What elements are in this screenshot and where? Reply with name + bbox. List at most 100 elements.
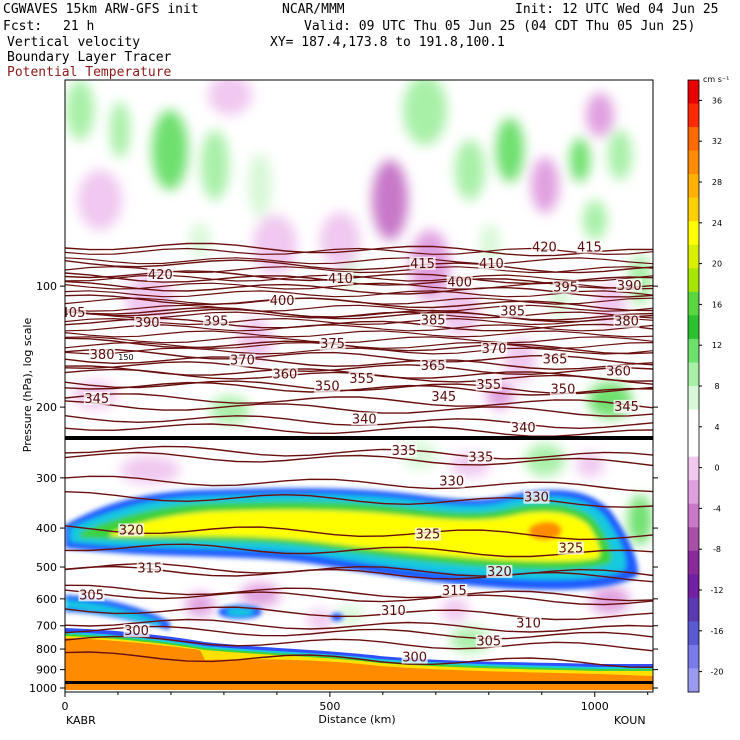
theta-label: 365 xyxy=(543,352,568,367)
theta-contour-line xyxy=(65,475,653,493)
theta-label-bg xyxy=(499,304,526,318)
theta-label: 360 xyxy=(272,368,297,383)
theta-label-bg xyxy=(78,588,105,602)
theta-label-bg xyxy=(438,474,465,488)
theta-label: 345 xyxy=(84,392,109,407)
theta-label-bg xyxy=(542,352,568,366)
theta-label: 385 xyxy=(421,313,446,328)
x-tick-label: 0 xyxy=(62,700,69,713)
colorbar-tick-label: -12 xyxy=(710,586,723,595)
w-updraft-blob xyxy=(570,138,590,182)
theta-contour-line xyxy=(65,565,653,583)
end-station-label: KOUN xyxy=(614,714,646,727)
theta-contour-line xyxy=(65,525,653,541)
w-downdraft-blob xyxy=(306,610,334,630)
colorbar-swatch xyxy=(688,174,699,199)
theta-label-bg xyxy=(475,377,502,391)
w-updraft-blob xyxy=(608,130,632,180)
colorbar-swatch xyxy=(688,644,699,669)
theta-label: 355 xyxy=(349,372,374,387)
theta-label: 370 xyxy=(230,354,255,369)
ground-line xyxy=(65,681,653,684)
init-time: Init: 12 UTC Wed 04 Jun 25 xyxy=(515,2,719,17)
y-tick-label: 200 xyxy=(36,401,57,414)
theta-label-bg xyxy=(269,293,296,307)
theta-label: 380 xyxy=(614,315,639,330)
theta-label-bg xyxy=(446,275,473,289)
theta-label: 420 xyxy=(148,268,173,283)
theta-label: 350 xyxy=(551,383,576,398)
tracer-blob xyxy=(226,608,254,616)
theta-label: 415 xyxy=(577,240,602,255)
tropopause-thick-line xyxy=(65,436,653,440)
theta-contour-line xyxy=(65,317,653,332)
theta-contour-line xyxy=(65,306,653,321)
w-updraft-blob xyxy=(66,80,94,140)
theta-label: 400 xyxy=(270,294,295,309)
theta-contour-line xyxy=(65,330,653,338)
theta-label-bg xyxy=(271,367,298,381)
cross-section-endpoints: XY= 187.4,173.8 to 191.8,100.1 xyxy=(270,35,505,50)
theta-label: 325 xyxy=(558,542,583,557)
theta-label-bg xyxy=(314,379,341,393)
colorbar-swatch xyxy=(688,150,699,175)
theta-label-bg xyxy=(430,390,457,404)
theta-label: 305 xyxy=(79,588,104,603)
colorbar-swatch xyxy=(688,480,699,505)
w-downdraft-blob xyxy=(78,170,122,230)
theta-label: 320 xyxy=(119,523,144,538)
theta-contour-line xyxy=(65,584,653,602)
field-potential-temperature: Potential Temperature xyxy=(7,65,172,80)
x-axis: 0 500 1000 xyxy=(62,692,649,713)
theta-contour-line xyxy=(65,242,653,257)
theta-label: 390 xyxy=(617,279,642,294)
theta-label-bg xyxy=(616,278,643,292)
colorbar-tick-label: 16 xyxy=(712,300,722,309)
potential-temperature-labels: 405 420 390 395 400 410 415 420 415 410 400 395 390 3… xyxy=(65,240,643,666)
colorbar-swatch xyxy=(688,409,699,434)
theta-label-bg xyxy=(523,490,550,504)
colorbar-swatch xyxy=(688,550,699,575)
w-downdraft-blob xyxy=(576,453,604,477)
theta-label: 335 xyxy=(392,444,417,459)
theta-contour-line xyxy=(65,336,653,344)
x-tick-label: 500 xyxy=(319,700,340,713)
theta-label: 370 xyxy=(482,342,507,357)
theta-label-bg xyxy=(348,371,375,385)
w-downdraft-blob xyxy=(185,593,215,617)
colorbar-tick-label: -20 xyxy=(710,668,723,677)
colorbar-units: cm s⁻¹ xyxy=(703,75,729,84)
colorbar-tick-label: 0 xyxy=(714,464,719,473)
theta-label-bg xyxy=(83,391,110,405)
theta-label: 330 xyxy=(524,491,549,506)
theta-contour-line xyxy=(65,491,653,508)
w-downdraft-blob xyxy=(237,318,273,362)
theta-label-bg xyxy=(89,347,116,361)
theta-contour-line xyxy=(65,317,653,326)
plot-frame xyxy=(64,79,654,693)
y-tick-label: 400 xyxy=(36,522,57,535)
colorbar-tick-label: 36 xyxy=(712,96,722,105)
theta-contour-line xyxy=(65,393,653,409)
theta-label: 355 xyxy=(476,378,501,393)
w-downdraft-blob xyxy=(240,583,280,607)
colorbar-swatch xyxy=(688,103,699,128)
theta-contour-line xyxy=(65,451,653,467)
theta-label: 345 xyxy=(431,390,456,405)
w-downdraft-blob xyxy=(586,93,614,137)
theta-contour-line xyxy=(65,625,653,640)
theta-label-bg xyxy=(549,382,576,396)
theta-label: 335 xyxy=(468,450,493,465)
theta-label: 365 xyxy=(421,359,446,374)
colorbar-swatch xyxy=(688,244,699,269)
theta-contour-line xyxy=(65,304,653,312)
theta-label-bg xyxy=(118,523,145,537)
theta-contour-line xyxy=(65,635,653,652)
w-updraft-blob xyxy=(110,102,130,158)
theta-label-bg xyxy=(441,583,468,597)
w-updraft-blob xyxy=(190,222,210,258)
theta-label-bg xyxy=(409,256,436,270)
colorbar-tick-label: 24 xyxy=(712,219,722,228)
theta-label-bg xyxy=(475,634,502,648)
y-axis-label: Pressure (hPa), log scale xyxy=(21,318,34,453)
